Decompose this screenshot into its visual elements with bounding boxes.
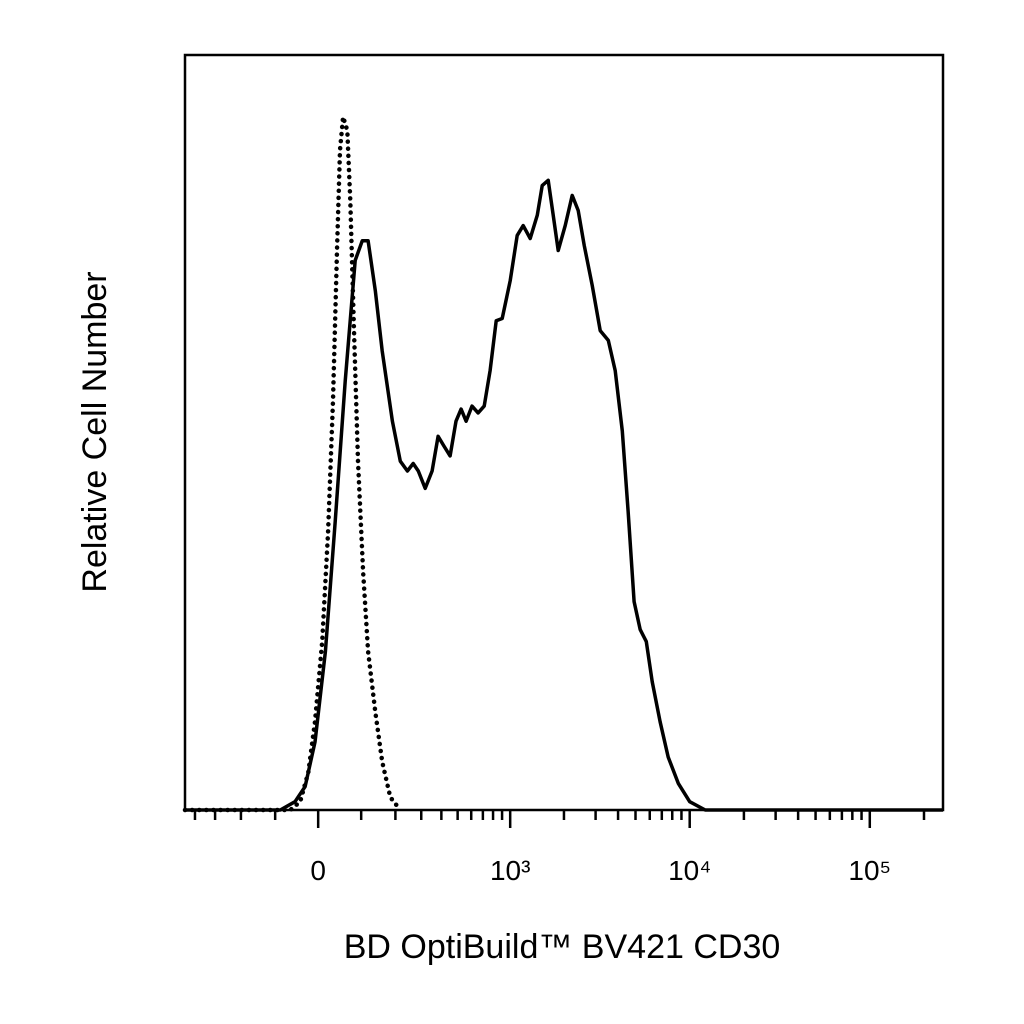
y-axis-label: Relative Cell Number [76,271,114,592]
x-tick-label: 10⁴ [668,855,711,886]
x-axis-label: BD OptiBuild™ BV421 CD30 [344,928,781,966]
x-tick-label: 0 [310,855,326,886]
plot-frame [183,53,945,812]
x-tick-label: 10⁵ [848,855,891,886]
histogram-line [185,178,943,812]
x-tick-label: 10³ [490,855,530,886]
histogram-line [182,114,403,813]
